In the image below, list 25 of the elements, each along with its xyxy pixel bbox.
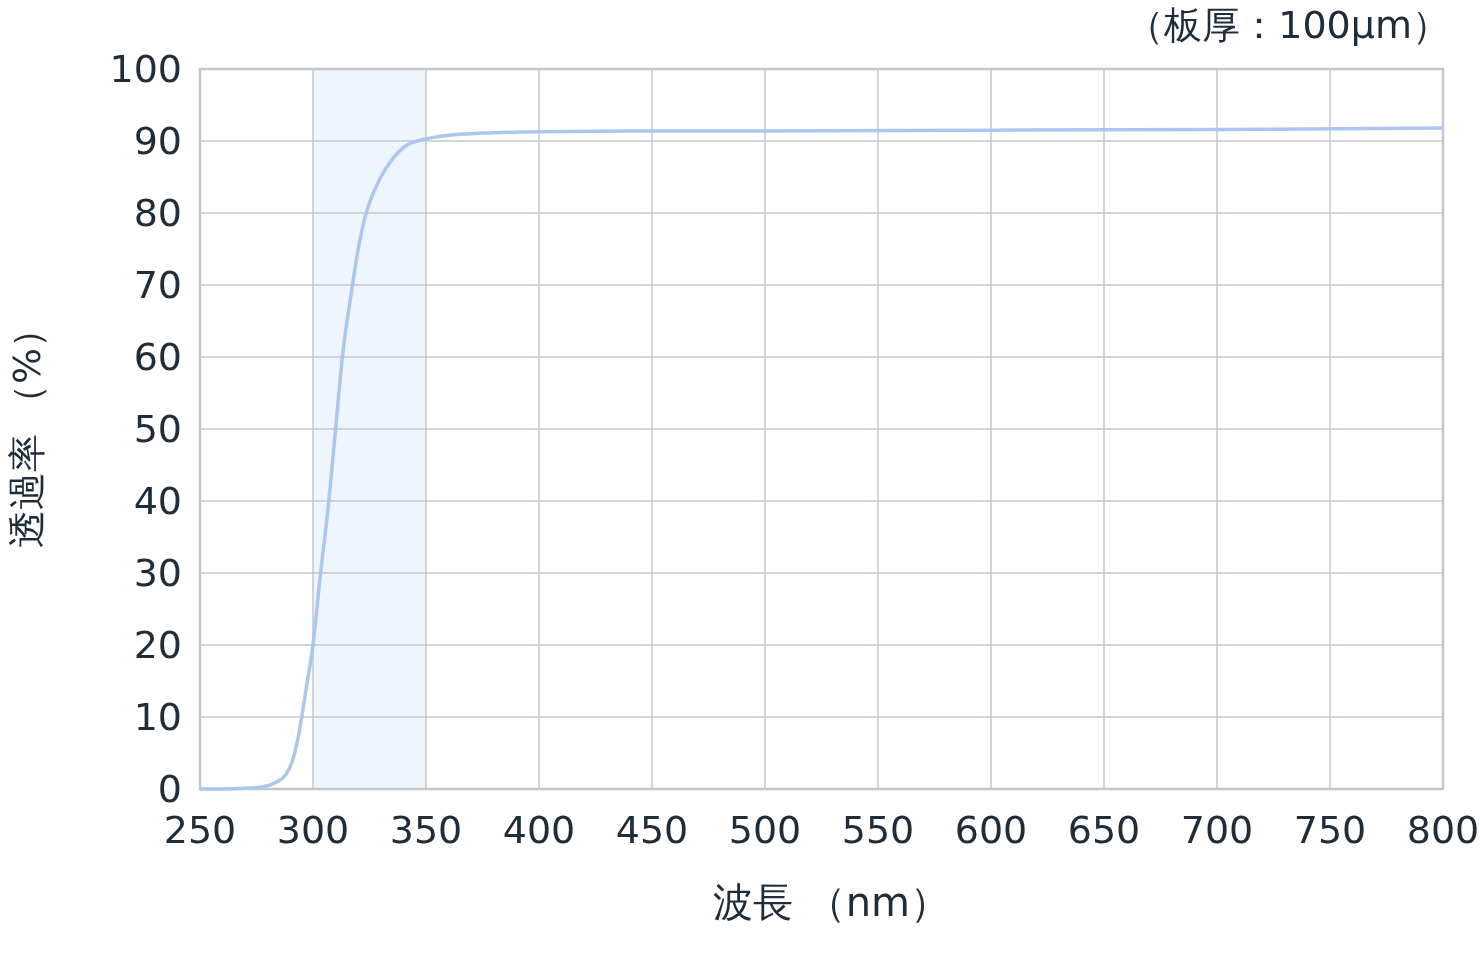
x-tick-label: 600 <box>954 808 1028 852</box>
y-tick-label: 70 <box>133 263 182 308</box>
y-axis-title: 透過率 （%） <box>5 309 49 549</box>
y-tick-label: 90 <box>133 119 182 164</box>
y-tick-label: 60 <box>133 335 182 380</box>
x-tick-label: 800 <box>1406 808 1480 852</box>
y-tick-label: 80 <box>133 191 182 236</box>
y-tick-label: 20 <box>133 623 182 668</box>
y-tick-label: 40 <box>133 479 182 524</box>
y-tick-label: 10 <box>133 695 182 740</box>
x-axis-title: 波長 （nm） <box>712 879 951 925</box>
x-tick-label: 300 <box>276 808 350 852</box>
x-tick-label: 400 <box>502 808 576 852</box>
line-series <box>198 126 1445 791</box>
y-tick-label: 50 <box>133 407 182 452</box>
y-tick-label: 100 <box>109 47 182 92</box>
x-tick-label: 350 <box>389 808 463 852</box>
x-tick-label: 750 <box>1293 808 1367 852</box>
x-tick-label: 500 <box>728 808 802 852</box>
x-tick-label: 550 <box>841 808 915 852</box>
x-tick-label: 650 <box>1067 808 1141 852</box>
x-tick-label: 700 <box>1180 808 1254 852</box>
x-tick-label: 450 <box>615 808 689 852</box>
y-tick-label: 30 <box>133 551 182 596</box>
chart-subtitle: （板厚：100µm） <box>1126 3 1450 47</box>
